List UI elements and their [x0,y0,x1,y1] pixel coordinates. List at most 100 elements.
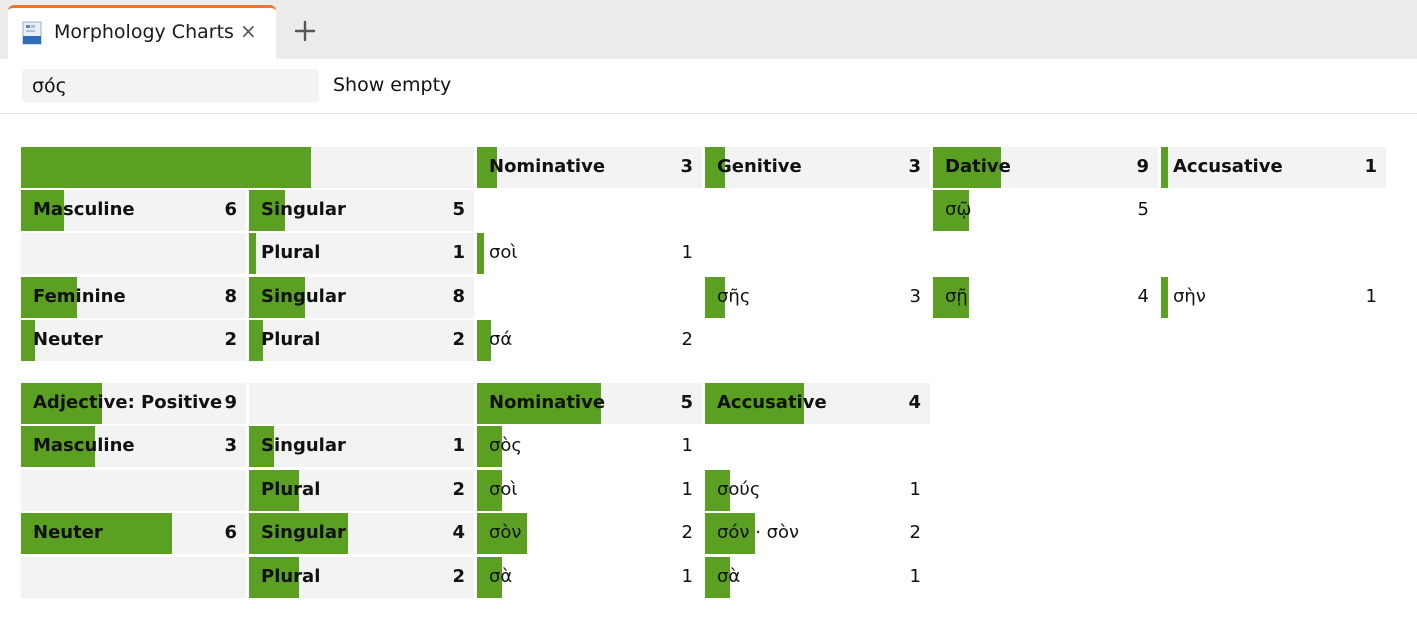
number-plural[interactable]: Plural 1 [249,233,474,274]
form-cell-label: σὸς [489,435,522,456]
new-tab-icon[interactable] [290,16,320,46]
gender-neuter-count: 2 [224,329,237,350]
form-cell-label: σά [489,329,513,350]
number-plural[interactable]: Plural 2 [249,320,474,361]
gender-empty [21,233,246,274]
form-cell[interactable]: σὰ 1 [477,557,702,598]
number-plural-bar [249,470,299,511]
header-adjective-label: Adjective: Positive [33,392,223,413]
number-plural-label: Plural [261,242,321,263]
header-case-genitive-label: Genitive [717,156,802,177]
form-cell-bar [477,426,502,467]
gender-masculine[interactable]: Masculine 6 [21,190,246,231]
form-cell[interactable]: σὰ 1 [705,557,930,598]
number-singular-bar [249,513,348,554]
form-cell-count: 1 [681,479,693,500]
form-cell[interactable]: σούς 1 [705,470,930,511]
header-case-nominative[interactable]: Nominative 5 [477,383,702,424]
form-cell-bar [705,470,730,511]
gender-feminine[interactable]: Feminine 8 [21,277,246,318]
search-input[interactable] [22,69,319,102]
form-cell-count: 5 [1137,199,1149,220]
number-plural-bar [249,233,256,274]
form-cell-count: 1 [909,479,921,500]
header-case-accusative-count: 1 [1364,156,1377,177]
form-cell-label: σὰ [489,566,513,587]
form-cell[interactable]: σοὶ 1 [477,233,702,274]
form-cell-bar [477,557,502,598]
number-singular-bar [249,190,285,231]
number-plural-label: Plural [261,329,321,350]
form-cell-bar [933,190,969,231]
header-case-nominative-bar [477,147,497,188]
form-cell-count: 2 [681,329,693,350]
gender-masculine-count: 3 [224,435,237,456]
form-cell-count: 2 [681,522,693,543]
form-cell-count: 1 [909,566,921,587]
form-cell[interactable]: σὸς 1 [477,426,702,467]
header-pronoun [21,147,474,188]
header-case-genitive-count: 3 [908,156,921,177]
number-singular[interactable]: Singular 8 [249,277,474,318]
header-case-genitive-bar [705,147,725,188]
gender-neuter[interactable]: Neuter 6 [21,513,246,554]
number-plural[interactable]: Plural 2 [249,557,474,598]
header-case-accusative-bar [705,383,804,424]
form-cell-bar [477,470,502,511]
header-adjective-bar [21,383,102,424]
form-cell-label: σῇ [945,286,968,307]
form-cell-label: σὰ [717,566,741,587]
number-plural-count: 2 [452,566,465,587]
form-cell-bar [705,277,725,318]
gender-neuter[interactable]: Neuter 2 [21,320,246,361]
gender-neuter-label: Neuter [33,329,103,350]
form-cell-bar [705,513,755,554]
form-cell-label: σόν · σὸν [717,522,800,543]
number-singular[interactable]: Singular 4 [249,513,474,554]
tab-title: Morphology Charts [54,21,234,43]
form-cell[interactable]: σά 2 [477,320,702,361]
tab-strip: Morphology Charts × [0,0,1417,59]
gender-masculine-count: 6 [224,199,237,220]
number-singular[interactable]: Singular 1 [249,426,474,467]
form-cell[interactable]: σῇ 4 [933,277,1158,318]
header-pronoun-bar [21,147,311,188]
close-icon[interactable]: × [240,19,257,43]
gender-feminine-count: 8 [224,286,237,307]
number-plural-bar [249,557,299,598]
form-cell[interactable]: σὴν 1 [1161,277,1386,318]
form-cell[interactable]: σοὶ 1 [477,470,702,511]
header-case-accusative-bar [1161,147,1168,188]
number-singular-label: Singular [261,286,346,307]
form-cell-label: σοὶ [489,479,518,500]
number-plural-label: Plural [261,479,321,500]
form-cell-count: 2 [909,522,921,543]
header-case-genitive[interactable]: Genitive 3 [705,147,930,188]
form-cell[interactable]: σόν · σὸν 2 [705,513,930,554]
form-cell-label: σὸν [489,522,522,543]
form-cell[interactable]: σὸν 2 [477,513,702,554]
form-cell-count: 1 [681,566,693,587]
number-plural-bar [249,320,263,361]
form-cell-bar [477,320,491,361]
number-singular-count: 4 [452,522,465,543]
header-case-dative[interactable]: Dative 9 [933,147,1158,188]
toolbar: Show empty [0,59,1417,114]
form-cell-bar [477,513,527,554]
form-cell[interactable]: σῆς 3 [705,277,930,318]
number-plural[interactable]: Plural 2 [249,470,474,511]
header-case-nominative[interactable]: Nominative 3 [477,147,702,188]
gender-empty [21,557,246,598]
form-cell[interactable]: σῷ 5 [933,190,1158,231]
header-case-accusative[interactable]: Accusative 4 [705,383,930,424]
header-case-accusative[interactable]: Accusative 1 [1161,147,1386,188]
gender-masculine[interactable]: Masculine 3 [21,426,246,467]
form-cell-label: σὴν [1173,286,1206,307]
form-cell-label: σῆς [717,286,751,307]
show-empty-toggle[interactable]: Show empty [333,74,452,96]
tab-morphology-charts[interactable]: Morphology Charts × [8,5,276,59]
form-cell-label: σῷ [945,199,972,220]
header-adjective[interactable]: Adjective: Positive 9 [21,383,246,424]
form-cell-count: 1 [681,435,693,456]
number-singular[interactable]: Singular 5 [249,190,474,231]
